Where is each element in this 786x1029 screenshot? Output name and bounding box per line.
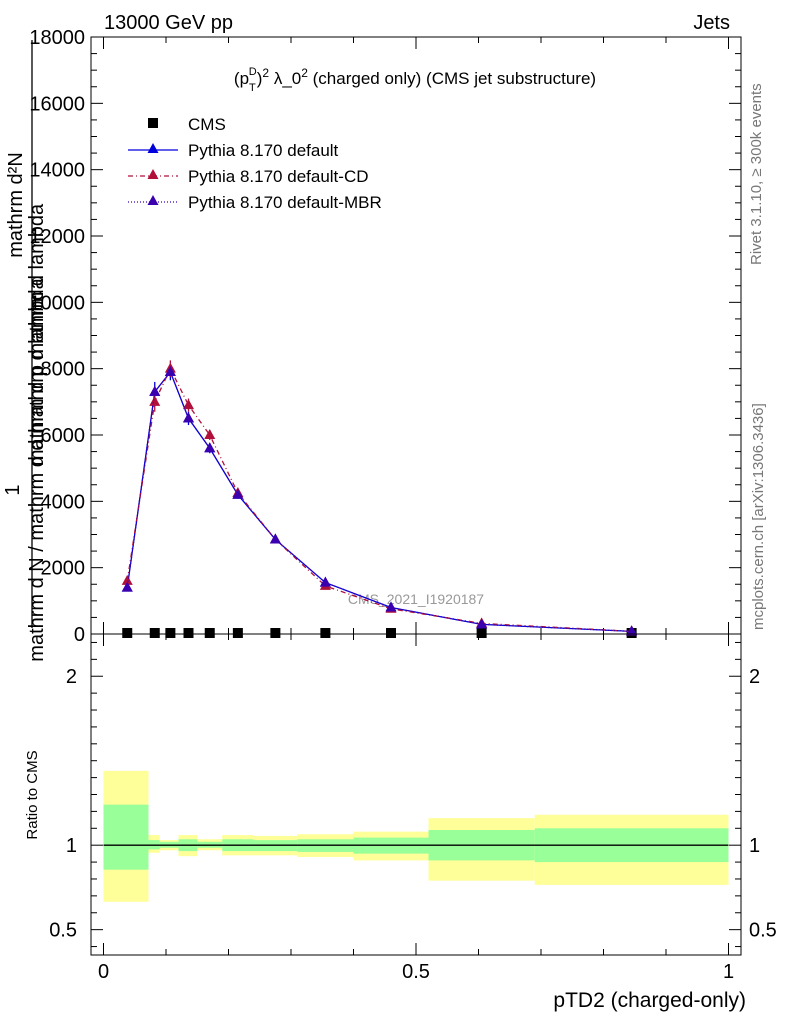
data-point-cms	[183, 628, 194, 639]
series-0	[122, 628, 637, 639]
data-point	[476, 618, 488, 629]
y-axis-label-numerator: 1	[2, 484, 24, 495]
x-tick-label: 0.5	[402, 961, 430, 983]
title-part-sup: D	[249, 66, 257, 78]
data-point	[204, 442, 216, 453]
ratio-y-tick-label-right: 2	[749, 666, 760, 688]
data-point-cms	[122, 628, 133, 639]
x-axis-label: pTD2 (charged-only)	[553, 989, 746, 1012]
header-jets: Jets	[693, 12, 730, 34]
chart-title: (pTD)2 λ_02 (charged only) (CMS jet subs…	[234, 66, 596, 94]
title-part-lambda_exp: 2	[301, 66, 308, 80]
data-point-cms	[204, 628, 215, 639]
data-point	[121, 581, 133, 592]
legend-item: CMS	[148, 115, 226, 134]
y-tick-label: 2000	[41, 558, 86, 580]
data-point	[183, 399, 194, 410]
y-tick-label: 16000	[29, 93, 85, 115]
analysis-watermark: CMS_2021_I1920187	[348, 591, 484, 607]
title-part-sub: T	[249, 82, 256, 94]
data-point	[626, 625, 638, 636]
ratio-y-tick-label: 2	[66, 666, 77, 688]
data-point	[232, 488, 244, 499]
legend-item: Pythia 8.170 default	[128, 141, 339, 160]
mcplots-label: mcplots.cern.ch [arXiv:1306.3436]	[750, 403, 767, 630]
title-part-close: )	[257, 69, 263, 88]
series-3	[121, 365, 638, 636]
ratio-y-tick-label-right: 0.5	[749, 920, 777, 942]
data-point	[164, 365, 176, 376]
title-part-rest: (charged only) (CMS jet substructure)	[308, 69, 596, 88]
legend-item: Pythia 8.170 default-MBR	[128, 193, 382, 212]
uncertainty-band-green	[103, 804, 149, 870]
title-part-exp: 2	[262, 66, 269, 80]
ratio-y-tick-label: 1	[66, 835, 77, 857]
legend-marker	[147, 169, 159, 179]
data-point-cms	[165, 628, 176, 639]
y-tick-label: 18000	[29, 27, 85, 49]
legend-label: CMS	[188, 115, 226, 134]
legend-marker	[147, 143, 159, 153]
y-tick-label: 6000	[41, 425, 86, 447]
data-point-cms	[320, 628, 331, 639]
legend: CMS Pythia 8.170 default Pythia 8.170 defa…	[128, 115, 382, 212]
ratio-frame	[90, 633, 742, 956]
title-part-lambda: λ_0	[269, 69, 301, 88]
data-point	[385, 601, 397, 612]
data-point	[319, 576, 331, 587]
y-axis-label-top: mathrm d²N	[5, 152, 27, 258]
data-point	[204, 429, 216, 439]
y-tick-label: 10000	[29, 292, 85, 314]
data-point	[269, 533, 281, 544]
ratio-y-axis-label: Ratio to CMS	[24, 750, 41, 839]
y-tick-label: 0	[74, 624, 85, 646]
series-line	[126, 367, 632, 632]
main-panel: 0 2000 4000 6000 8000 10000 12000 14000 16000 180…	[2, 27, 742, 662]
y-tick-label: 14000	[29, 160, 85, 182]
data-point-cms	[386, 628, 396, 639]
legend-label: Pythia 8.170 default-CD	[188, 167, 369, 186]
data-point	[149, 385, 161, 396]
ratio-y-tick-label: 0.5	[49, 920, 77, 942]
data-point-cms	[476, 628, 487, 639]
data-point-cms	[270, 628, 281, 639]
rivet-label: Rivet 3.1.10, ≥ 300k events	[748, 83, 765, 265]
ratio-y-tick-label-right: 1	[749, 835, 760, 857]
ratio-panel: 0.5 0.5 1 1 2 2 0 0.5 1 Ratio to CMS pTD2 (charged…	[24, 633, 777, 1012]
legend-label: Pythia 8.170 default-MBR	[188, 193, 382, 212]
y-tick-label: 12000	[29, 226, 85, 248]
legend-item: Pythia 8.170 default-CD	[128, 167, 369, 186]
header-energy: 13000 GeV pp	[104, 12, 233, 34]
y-tick-label: 8000	[41, 359, 86, 381]
data-point	[183, 412, 194, 423]
legend-marker	[147, 195, 159, 205]
data-point	[149, 395, 161, 406]
legend-swatch	[148, 118, 158, 128]
x-tick-label: 1	[723, 961, 734, 983]
y-tick-label: 4000	[41, 491, 86, 513]
data-point-cms	[232, 628, 243, 639]
data-point	[121, 574, 133, 585]
y-axis-label-lower: mathrm d N / mathrm d d mathrm d lambda	[26, 277, 48, 661]
title-part-p: (p	[234, 69, 249, 88]
legend-label: Pythia 8.170 default	[188, 141, 339, 160]
data-point-cms	[149, 628, 160, 639]
x-tick-label: 0	[98, 961, 109, 983]
